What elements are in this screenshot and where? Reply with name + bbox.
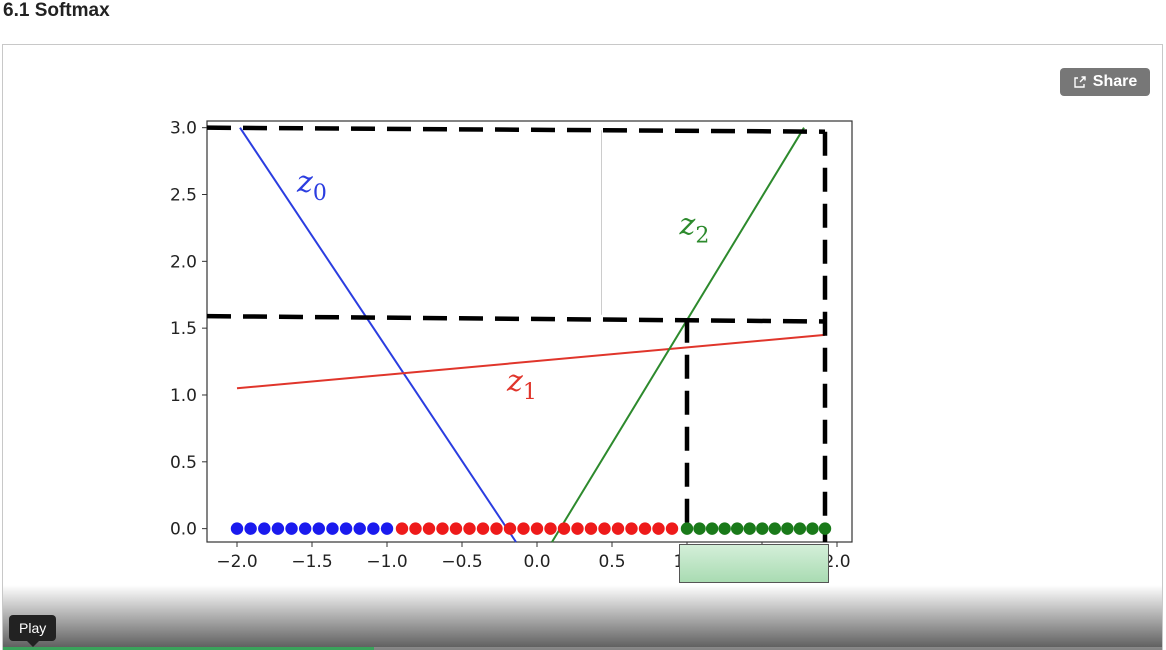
data-point <box>422 522 436 535</box>
data-point <box>730 522 744 535</box>
x-tick-label: 2.0 <box>823 552 850 572</box>
plot-frame <box>206 120 853 543</box>
share-label: Share <box>1092 73 1138 90</box>
data-point <box>718 522 731 535</box>
share-button[interactable]: Share <box>1060 68 1150 96</box>
data-point <box>353 522 366 535</box>
data-point <box>298 522 312 535</box>
y-tick-label: 3.0 <box>170 119 197 139</box>
progress-fill <box>3 647 374 650</box>
data-point <box>476 522 490 535</box>
data-point <box>367 522 380 535</box>
play-tooltip: Play <box>9 615 57 647</box>
share-icon <box>1074 76 1086 88</box>
y-tick-label: 2.0 <box>170 252 197 272</box>
data-point <box>818 522 832 535</box>
x-tick-label: −1.5 <box>291 552 332 572</box>
controls-shade <box>3 585 1162 650</box>
data-point <box>665 522 679 535</box>
data-point <box>339 522 353 535</box>
y-tick-label: 0.0 <box>170 520 197 540</box>
data-point <box>312 522 326 535</box>
data-point <box>781 522 794 535</box>
dashed-line-0 <box>206 125 826 134</box>
x-tick-label: −0.5 <box>441 552 482 572</box>
data-point <box>326 522 339 535</box>
data-point <box>680 522 694 535</box>
dashed-line-1 <box>206 313 826 324</box>
data-point <box>806 522 819 535</box>
data-point <box>463 522 476 535</box>
progress-bar[interactable] <box>3 647 1162 650</box>
data-point <box>544 522 557 535</box>
x-tick-label: 0.0 <box>523 552 550 572</box>
x-tick-label: −1.0 <box>366 552 407 572</box>
data-point <box>584 522 598 535</box>
data-point <box>490 522 503 535</box>
data-point <box>436 522 449 535</box>
x-tick-label: −2.0 <box>216 552 257 572</box>
data-point <box>693 522 706 535</box>
y-tick-label: 1.5 <box>170 319 197 339</box>
data-point <box>517 522 530 535</box>
data-point <box>557 522 571 535</box>
data-point <box>743 522 756 535</box>
video-player[interactable]: −2.0−1.5−1.0−0.50.00.51.01.52.00.00.51.0… <box>2 44 1163 650</box>
data-point <box>503 522 517 535</box>
highlight-box <box>679 544 829 583</box>
series-line-z2 <box>551 127 805 543</box>
softmax-chart: −2.0−1.5−1.0−0.50.00.51.01.52.00.00.51.0… <box>170 119 853 572</box>
data-point <box>244 522 257 535</box>
data-point <box>285 522 298 535</box>
data-point <box>230 522 244 535</box>
data-point <box>611 522 625 535</box>
y-tick-label: 0.5 <box>170 453 197 473</box>
data-point <box>449 522 463 535</box>
data-point <box>598 522 611 535</box>
data-point <box>258 522 271 535</box>
data-point <box>625 522 638 535</box>
series-label-z1: z1 <box>506 364 537 405</box>
data-point <box>705 522 719 535</box>
data-point <box>409 522 422 535</box>
data-point <box>530 522 544 535</box>
series-line-z1 <box>236 333 826 390</box>
data-point <box>395 522 409 535</box>
data-point <box>638 522 652 535</box>
data-point <box>380 522 394 535</box>
x-tick-label: 0.5 <box>598 552 625 572</box>
data-point <box>768 522 782 535</box>
y-tick-label: 2.5 <box>170 186 197 206</box>
page-title: 6.1 Softmax <box>3 0 110 21</box>
data-point <box>571 522 584 535</box>
data-point <box>652 522 665 535</box>
data-point <box>271 522 285 535</box>
y-tick-label: 1.0 <box>170 386 197 406</box>
series-line-z0 <box>239 127 517 543</box>
data-point <box>756 522 769 535</box>
data-point <box>793 522 807 535</box>
